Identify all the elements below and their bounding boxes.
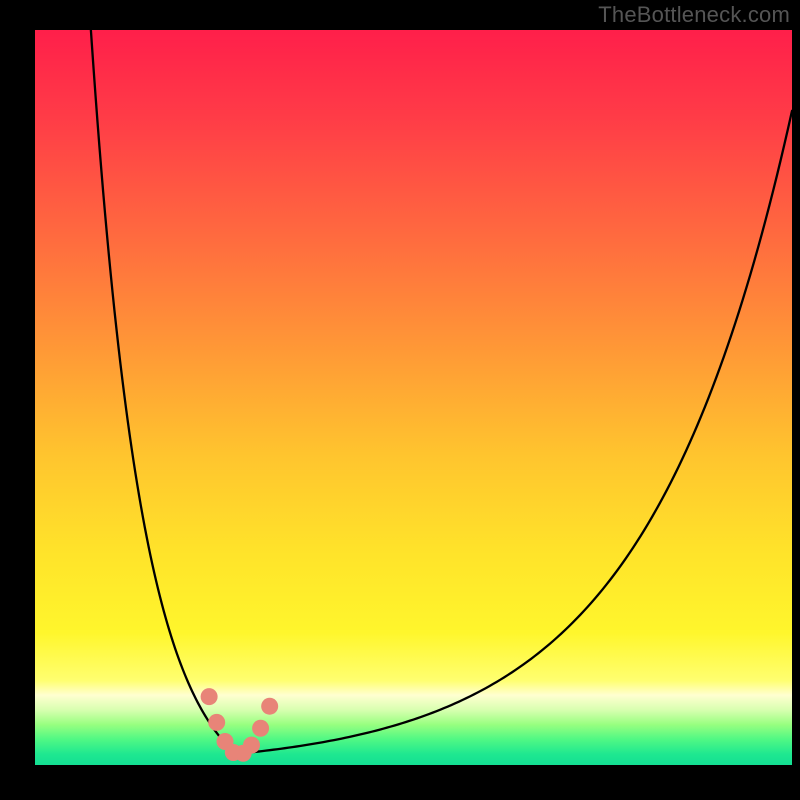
highlight-marker (252, 720, 269, 737)
plot-area (35, 30, 792, 765)
highlight-marker (243, 737, 260, 754)
highlight-marker (261, 698, 278, 715)
chart-background (35, 30, 792, 765)
bottleneck-chart (35, 30, 792, 765)
site-watermark: TheBottleneck.com (598, 2, 790, 28)
highlight-marker (201, 688, 218, 705)
highlight-marker (208, 714, 225, 731)
